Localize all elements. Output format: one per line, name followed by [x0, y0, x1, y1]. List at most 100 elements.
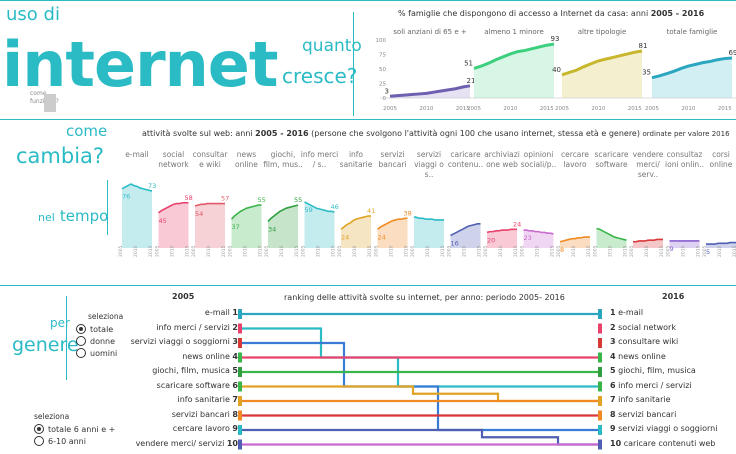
end-value-label: 46 — [331, 203, 339, 211]
panel-title: altre tipologie — [578, 28, 627, 36]
family-panel: soli anziani di 65 e + 3 21 2005 2010 2015 — [383, 28, 475, 112]
end-value-label: 24 — [513, 220, 521, 228]
x-tick-label: 2005 — [374, 245, 380, 257]
start-value-label: 20 — [487, 236, 495, 244]
x-tick-label: 2005 — [264, 245, 270, 257]
age-6-10[interactable]: 6-10 anni — [34, 435, 115, 448]
series-line — [561, 49, 643, 77]
series-line — [389, 84, 471, 98]
rank-left-item: servizi viaggi o soggiorni 3 — [130, 337, 238, 346]
year-left: 2005 — [172, 292, 195, 301]
age-totale[interactable]: totale 6 anni e + — [34, 423, 115, 436]
activity-panel: 76 73 2005 2010 2015 — [118, 182, 156, 257]
right-marker — [598, 410, 602, 421]
end-value-label: 55 — [258, 196, 266, 204]
x-tick-label: 2010 — [206, 245, 212, 257]
gender-totale[interactable]: totale — [76, 323, 117, 336]
family-panel: totale famiglie 35 69 2005 2010 2015 — [642, 28, 736, 112]
age-radio-group: totale 6 anni e + 6-10 anni — [34, 423, 115, 448]
x-tick-label: 2015 — [586, 245, 592, 257]
activity-label: consultaz ioni onlin.. — [665, 150, 704, 169]
rank-right-item: 3 consultare wiki — [610, 337, 679, 346]
gender-uomini[interactable]: uomini — [76, 347, 117, 360]
activity-area — [304, 201, 335, 248]
x-tick-label: 2015 — [540, 106, 554, 112]
activity-panel: 20 24 2005 2010 2015 — [483, 220, 521, 257]
activity-label: corsi online — [709, 150, 733, 169]
rank-line — [242, 428, 598, 446]
activity-area — [122, 184, 152, 248]
rank-right-item: 10 caricare contenuti web — [610, 438, 716, 448]
activity-label: servizi viaggi o s.. — [414, 150, 444, 179]
rank-left-item: info merci / servizi 2 — [156, 322, 238, 332]
end-value-label: 93 — [551, 35, 560, 43]
activity-panel: 34 55 2005 2010 2015 — [264, 196, 302, 257]
x-tick-label: 2010 — [389, 245, 395, 257]
gender-donne[interactable]: donne — [76, 335, 117, 348]
activity-line — [194, 202, 225, 207]
rank-left-item: info sanitarie 7 — [177, 395, 238, 404]
x-tick-label: 2005 — [383, 106, 397, 112]
top-divider — [0, 0, 736, 1]
activity-area — [596, 228, 627, 248]
x-tick-label: 2010 — [644, 245, 650, 257]
activity-line — [596, 227, 627, 241]
x-tick-label: 2010 — [243, 245, 249, 257]
end-value-label: 41 — [367, 207, 375, 215]
start-value-label: 5 — [706, 248, 710, 256]
start-value-label: 16 — [451, 240, 459, 248]
right-marker — [598, 323, 602, 334]
start-value-label: 3 — [385, 87, 389, 95]
rank-left-item: servizi bancari 8 — [171, 409, 238, 419]
start-value-label: 51 — [464, 59, 473, 67]
radio-icon[interactable] — [76, 347, 86, 358]
activity-panel: 59 46 2005 2010 2015 — [301, 201, 339, 257]
activity-label: opinioni sociali/p.. — [520, 150, 557, 169]
info-icon[interactable] — [44, 94, 56, 112]
x-tick-label: 2005 — [520, 245, 526, 257]
activity-area — [414, 216, 444, 248]
activity-panel: 24 41 2005 2010 2015 — [337, 207, 375, 257]
x-tick-label: 2010 — [462, 245, 468, 257]
x-tick-label: 2015 — [456, 106, 470, 112]
x-tick-label: 2005 — [410, 245, 416, 257]
radio-icon[interactable] — [76, 323, 86, 334]
activity-area — [487, 229, 517, 248]
x-tick-label: 2015 — [628, 106, 642, 112]
x-tick-label: 2005 — [118, 245, 124, 257]
activity-panel: 23 2005 2010 2015 — [520, 229, 556, 257]
x-tick-label: 2005 — [301, 245, 307, 257]
uso-di-label: uso di — [6, 4, 60, 25]
activity-line — [230, 204, 262, 220]
left-marker — [238, 352, 242, 363]
series-line — [651, 56, 733, 80]
radio-icon[interactable] — [76, 335, 86, 346]
activity-line — [121, 183, 153, 192]
internet-title: internet — [2, 28, 278, 101]
radio-icon[interactable] — [34, 435, 44, 446]
left-marker — [238, 309, 242, 319]
x-tick-label: 2010 — [316, 245, 322, 257]
x-tick-label: 2010 — [352, 245, 358, 257]
radio-icon[interactable] — [34, 423, 44, 434]
end-value-label: 69 — [729, 49, 736, 57]
activity-area — [377, 218, 408, 248]
x-tick-label: 2005 — [702, 245, 708, 257]
rank-right-item: 9 servizi viaggi o soggiorni — [610, 424, 718, 433]
y-tick-label: 25 — [379, 82, 386, 88]
left-marker — [238, 381, 242, 392]
x-tick-label: 2015 — [367, 245, 373, 257]
start-value-label: 40 — [552, 66, 561, 74]
end-value-label: 73 — [148, 182, 156, 190]
rank-line — [242, 385, 598, 403]
x-tick-label: 2010 — [717, 245, 723, 257]
rank-right-item: 6 info merci / servizi — [610, 380, 692, 390]
start-value-label: 8 — [560, 246, 564, 254]
activity-label: info merci / s.. — [300, 150, 339, 169]
right-marker — [598, 352, 602, 363]
x-tick-label: 2015 — [440, 245, 446, 257]
x-tick-label: 2015 — [148, 245, 154, 257]
